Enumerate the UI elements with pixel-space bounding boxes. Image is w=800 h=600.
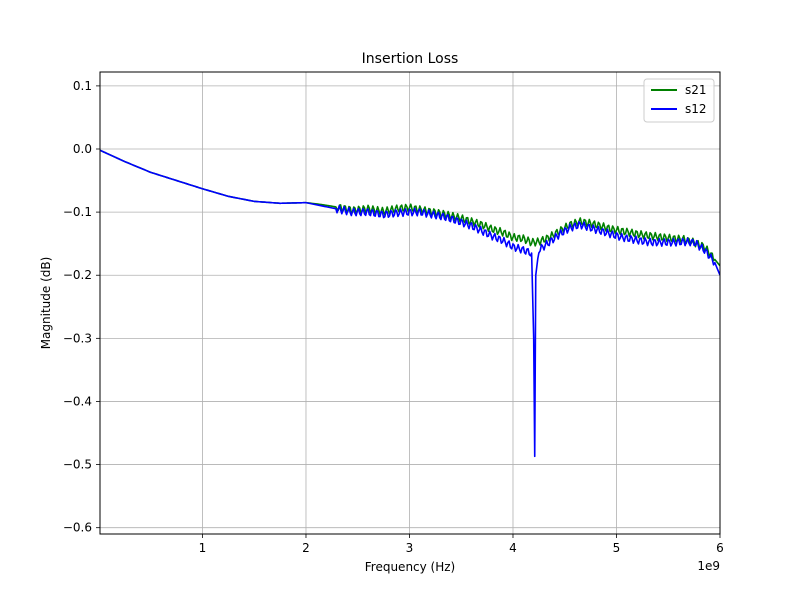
x-tick-label: 3	[406, 541, 414, 555]
y-tick-label: −0.6	[63, 521, 92, 535]
y-tick-label: −0.1	[63, 205, 92, 219]
x-tick-label: 6	[716, 541, 724, 555]
series-line-s12	[100, 149, 720, 458]
x-tick-label: 2	[302, 541, 310, 555]
x-offset-label: 1e9	[697, 559, 720, 573]
grid	[100, 72, 721, 534]
legend-label-s12: s12	[685, 102, 707, 116]
x-tick-label: 4	[509, 541, 517, 555]
x-tick-label: 5	[613, 541, 621, 555]
legend: s21 s12	[643, 78, 715, 123]
chart-title: Insertion Loss	[362, 51, 459, 67]
y-tick-label: −0.2	[63, 268, 92, 282]
ticks: 1 2 3 4 5 6 −0.6 −0.5 −0.4 −0.3 −0.2 −0.1 0.0 0.1	[63, 79, 724, 555]
y-tick-label: −0.4	[63, 394, 92, 408]
y-tick-label: 0.0	[73, 142, 92, 156]
y-tick-label: −0.5	[63, 458, 92, 472]
series-layer	[100, 149, 720, 458]
y-tick-label: 0.1	[73, 79, 92, 93]
plot-frame	[99, 71, 721, 535]
x-tick-label: 1	[199, 541, 207, 555]
legend-label-s21: s21	[685, 83, 707, 97]
y-tick-label: −0.3	[63, 331, 92, 345]
y-axis-label: Magnitude (dB)	[39, 257, 53, 350]
x-axis-label: Frequency (Hz)	[365, 560, 456, 574]
